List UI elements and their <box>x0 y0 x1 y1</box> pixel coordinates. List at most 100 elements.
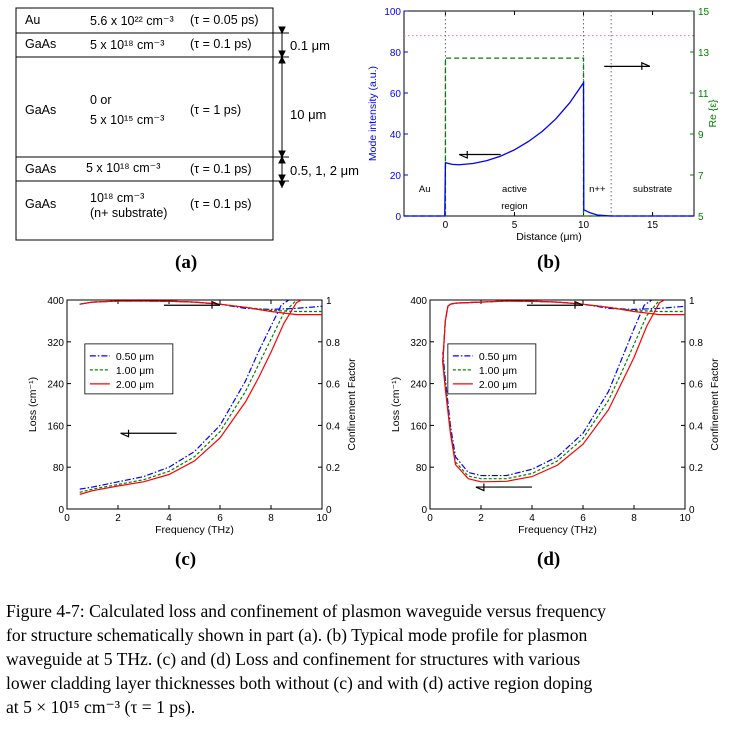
caption-line: for structure schematically shown in par… <box>6 625 588 645</box>
layer-5-doping-alt: (n+ substrate) <box>90 206 168 220</box>
dim-top-cladding: 0.1 μm <box>290 38 331 53</box>
y2-axis-label: Confinement Factor <box>346 358 358 451</box>
x-tick-label: 10 <box>679 513 691 524</box>
epsilon-line <box>404 57 694 217</box>
legend-label: 2.00 μm <box>479 379 517 391</box>
plot-frame <box>66 299 323 510</box>
x-tick-label: 0 <box>64 513 70 524</box>
layer-1-tau: (τ = 0.05 ps) <box>190 13 259 27</box>
y-tick-label: 100 <box>384 7 401 18</box>
region-label: Au <box>419 184 431 195</box>
intensity-line <box>404 80 694 217</box>
y2-axis-label: Re {ε} <box>707 99 719 128</box>
x-tick-label: 2 <box>115 513 121 524</box>
confinement-line-1 <box>79 300 323 311</box>
loss-line-2 <box>442 299 660 480</box>
x-axis-label: Distance (μm) <box>516 231 582 243</box>
confinement-line-1 <box>442 300 686 363</box>
legend-box <box>84 343 174 395</box>
arrow-loss-axis-head <box>120 429 130 438</box>
confinement-line-3 <box>442 300 685 363</box>
y2-tick-label: 0.8 <box>689 338 703 349</box>
y-axis-label: Mode intensity (a.u.) <box>367 66 379 161</box>
loss-line-1 <box>442 299 653 477</box>
y-tick-label: 160 <box>410 421 427 432</box>
panel-label-a: (a) <box>175 252 198 273</box>
x-tick-label: 6 <box>580 513 586 524</box>
x-tick-label: 8 <box>631 513 637 524</box>
legend-label: 2.00 μm <box>116 379 154 391</box>
layer-4-doping: 5 x 10¹⁸ cm⁻³ <box>86 161 161 175</box>
panel-label-b: (b) <box>537 252 561 273</box>
plot-frame <box>403 10 695 217</box>
x-tick-label: 4 <box>529 513 535 524</box>
y-tick-label: 0 <box>421 505 427 516</box>
legend-label: 1.00 μm <box>479 365 517 377</box>
x-tick-label: 4 <box>166 513 172 524</box>
caption-line: lower cladding layer thicknesses both wi… <box>6 673 593 693</box>
dim-lower-cladding: 0.5, 1, 2 μm <box>290 163 359 178</box>
y-tick-label: 20 <box>390 171 402 182</box>
dimension-lines <box>273 26 289 189</box>
y-tick-label: 0 <box>58 505 64 516</box>
y2-tick-label: 13 <box>698 48 710 59</box>
layer-3-doping-alt: 5 x 10¹⁵ cm⁻³ <box>90 113 165 127</box>
layer-5-doping: 10¹⁸ cm⁻³ <box>90 191 145 205</box>
caption-line: waveguide at 5 THz. (c) and (d) Loss and… <box>6 649 581 669</box>
layer-4-tau: (τ = 0.1 ps) <box>190 162 252 176</box>
y2-tick-label: 0.4 <box>689 421 703 432</box>
panel-label-d: (d) <box>537 549 561 570</box>
region-label: n++ <box>589 184 606 195</box>
y-tick-label: 320 <box>47 338 64 349</box>
arrow-confinement-axis-head <box>211 300 221 309</box>
legend-label: 0.50 μm <box>479 351 517 363</box>
y2-tick-label: 0.4 <box>326 421 340 432</box>
y2-tick-label: 5 <box>698 212 704 223</box>
caption-line: at 5 × 10¹⁵ cm⁻³ (τ = 1 ps). <box>6 697 196 717</box>
y2-tick-label: 0.2 <box>689 463 703 474</box>
loss-line-3 <box>442 299 665 483</box>
loss-line-1 <box>79 299 290 490</box>
y-tick-label: 320 <box>410 338 427 349</box>
y2-tick-label: 0.6 <box>326 380 340 391</box>
dim-active-region: 10 μm <box>290 107 327 122</box>
y2-tick-label: 1 <box>326 296 332 307</box>
x-tick-label: 15 <box>647 220 659 231</box>
layer-5-material: GaAs <box>25 197 57 211</box>
y2-tick-label: 0 <box>326 505 332 516</box>
x-axis-label: Frequency (THz) <box>155 524 234 536</box>
layer-2-doping: 5 x 10¹⁸ cm⁻³ <box>90 38 165 52</box>
y-tick-label: 240 <box>410 380 427 391</box>
layer-3-tau: (τ = 1 ps) <box>190 103 242 117</box>
y2-tick-label: 1 <box>689 296 695 307</box>
legend-label: 1.00 μm <box>116 365 154 377</box>
x-tick-label: 10 <box>316 513 328 524</box>
caption-line: Figure 4-7: Calculated loss and confinem… <box>6 601 606 621</box>
layer-3-doping: 0 or <box>90 93 112 107</box>
layer-4-material: GaAs <box>25 162 57 176</box>
loss-line-3 <box>79 299 302 495</box>
y2-tick-label: 0 <box>689 505 695 516</box>
y2-tick-label: 0.2 <box>326 463 340 474</box>
legend-label: 0.50 μm <box>116 351 154 363</box>
y-tick-label: 0 <box>395 212 401 223</box>
region-label: substrate <box>633 184 672 195</box>
layer-2-material: GaAs <box>25 37 57 51</box>
confinement-line-3 <box>79 300 322 316</box>
y2-tick-label: 15 <box>698 7 710 18</box>
y2-tick-label: 0.8 <box>326 338 340 349</box>
x-tick-label: 0 <box>443 220 449 231</box>
figure-caption: Figure 4-7: Calculated loss and confinem… <box>6 599 734 719</box>
y-tick-label: 240 <box>47 380 64 391</box>
arrow-epsilon-axis-head <box>641 61 651 70</box>
x-tick-label: 10 <box>578 220 590 231</box>
region-label: active <box>502 184 527 195</box>
arrow-intensity-axis-head <box>458 151 468 159</box>
layer-5-tau: (τ = 0.1 ps) <box>190 197 252 211</box>
panel-label-c: (c) <box>175 549 197 570</box>
legend-box <box>447 343 537 395</box>
y-tick-label: 80 <box>416 463 428 474</box>
x-axis-label: Frequency (THz) <box>518 524 597 536</box>
y-axis-label: Loss (cm⁻¹) <box>27 377 39 432</box>
loss-line-2 <box>79 299 297 493</box>
